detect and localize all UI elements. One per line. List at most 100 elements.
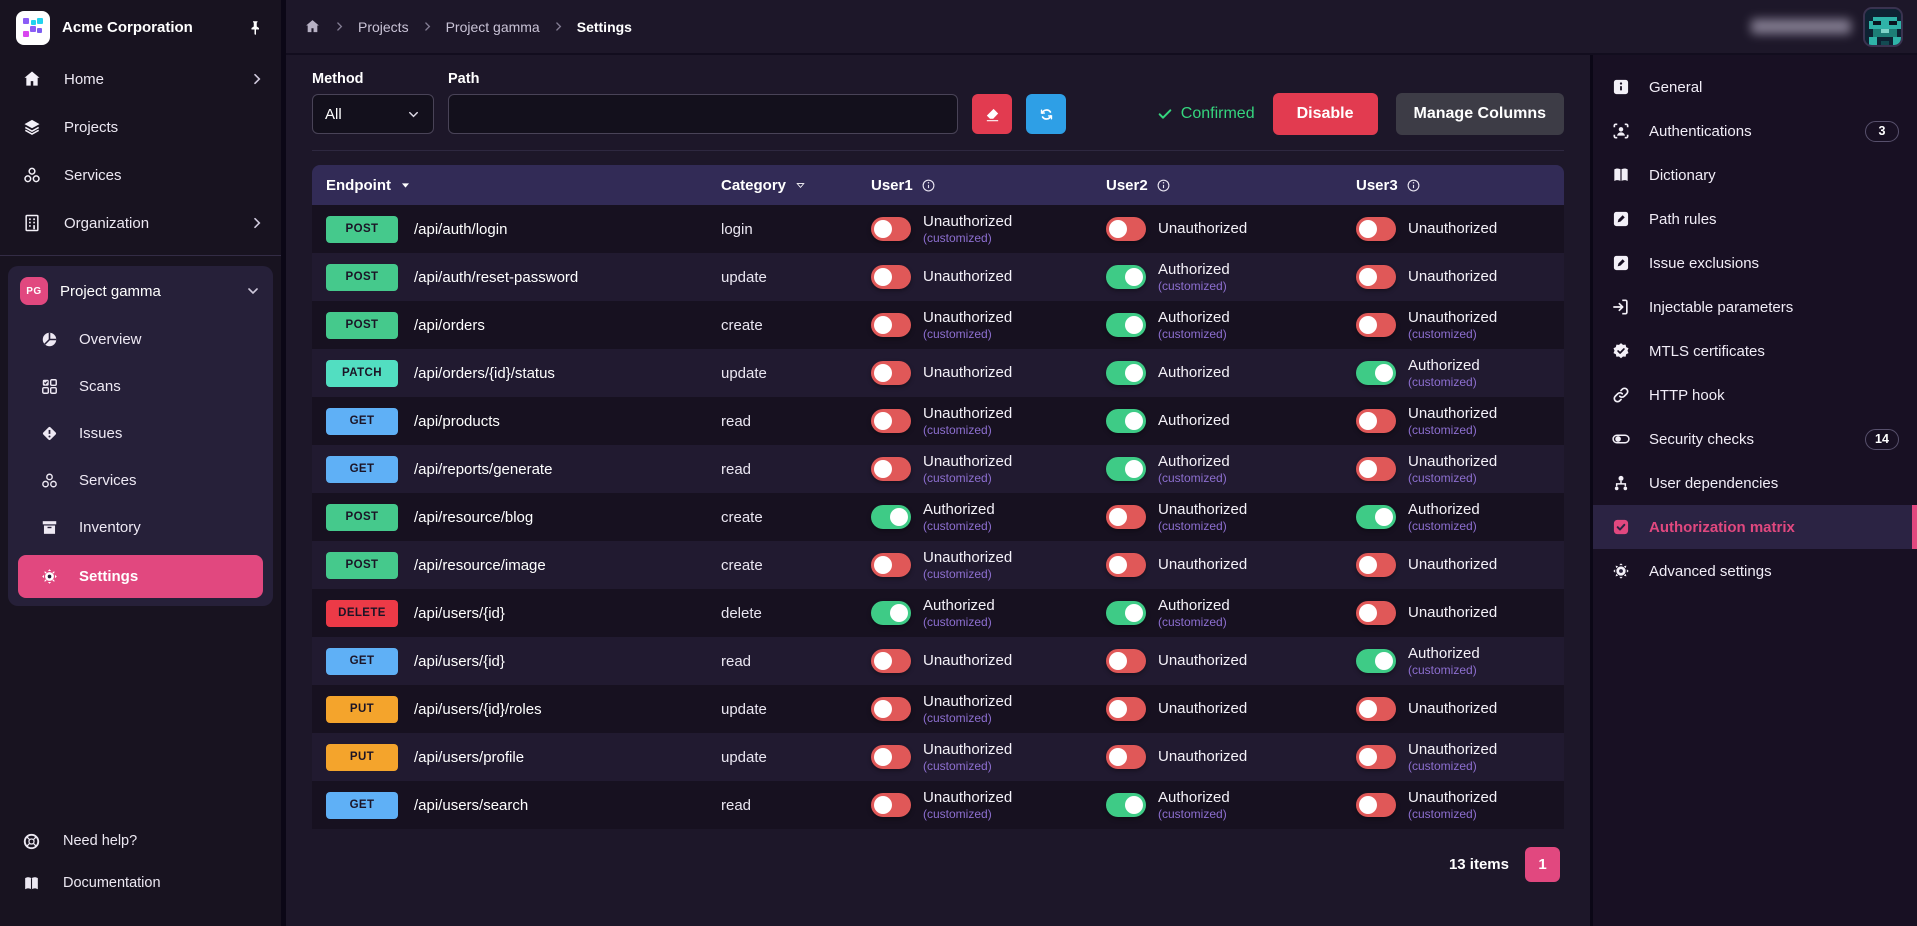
manage-columns-button[interactable]: Manage Columns bbox=[1395, 93, 1564, 135]
column-header-endpoint: Endpoint bbox=[312, 177, 707, 194]
clear-filters-button[interactable] bbox=[972, 94, 1012, 134]
cluster-icon bbox=[40, 471, 59, 490]
authorization-toggle[interactable] bbox=[871, 312, 911, 337]
settings-tab-injectable-parameters[interactable]: Injectable parameters bbox=[1593, 285, 1917, 329]
project-item-services[interactable]: Services bbox=[18, 457, 263, 504]
user2-cell: Authorized (customized) bbox=[1092, 453, 1342, 485]
authorization-toggle[interactable] bbox=[1356, 408, 1396, 433]
authorization-toggle[interactable] bbox=[1106, 456, 1146, 481]
settings-tab-authentications[interactable]: Authentications 3 bbox=[1593, 109, 1917, 153]
authorization-toggle[interactable] bbox=[871, 744, 911, 769]
authorization-toggle[interactable] bbox=[1356, 265, 1396, 289]
user3-cell: Unauthorized (customized) bbox=[1342, 309, 1564, 341]
id-person-icon bbox=[1611, 121, 1631, 141]
authorization-toggle[interactable] bbox=[871, 649, 911, 673]
sidebar-item-organization[interactable]: Organization bbox=[0, 199, 281, 247]
project-header[interactable]: PG Project gamma bbox=[8, 266, 273, 316]
customized-note: (customized) bbox=[923, 806, 992, 821]
project-item-scans[interactable]: Scans bbox=[18, 363, 263, 410]
project-item-overview[interactable]: Overview bbox=[18, 316, 263, 363]
authorization-toggle[interactable] bbox=[871, 216, 911, 241]
authorization-toggle[interactable] bbox=[1356, 792, 1396, 817]
project-item-issues[interactable]: Issues bbox=[18, 410, 263, 457]
sidebar-footer-documentation[interactable]: Documentation bbox=[0, 862, 281, 904]
authorization-label: Authorized (customized) bbox=[1158, 261, 1230, 293]
settings-tab-issue-exclusions[interactable]: Issue exclusions bbox=[1593, 241, 1917, 285]
authorization-toggle[interactable] bbox=[871, 696, 911, 721]
sidebar-item-projects[interactable]: Projects bbox=[0, 103, 281, 151]
authorization-toggle[interactable] bbox=[1356, 601, 1396, 625]
user3-cell: Unauthorized bbox=[1342, 265, 1564, 289]
authorization-label: Unauthorized (customized) bbox=[923, 213, 1012, 245]
settings-tab-user-dependencies[interactable]: User dependencies bbox=[1593, 461, 1917, 505]
authorization-toggle[interactable] bbox=[871, 361, 911, 385]
customized-note: (customized) bbox=[923, 566, 992, 581]
authorization-toggle[interactable] bbox=[1106, 553, 1146, 577]
authorization-toggle[interactable] bbox=[1356, 504, 1396, 529]
sidebar-item-services[interactable]: Services bbox=[0, 151, 281, 199]
sidebar-item-home[interactable]: Home bbox=[0, 55, 281, 103]
settings-sidebar: General Authentications 3 Dictionary Path ru… bbox=[1590, 55, 1917, 926]
authorization-toggle[interactable] bbox=[1106, 745, 1146, 769]
endpoint-cell: PUT/api/users/profile bbox=[312, 743, 707, 771]
authorization-toggle[interactable] bbox=[1356, 360, 1396, 385]
path-filter-input[interactable] bbox=[448, 94, 958, 134]
project-item-settings[interactable]: Settings bbox=[18, 555, 263, 598]
badge-check-icon bbox=[1611, 341, 1631, 361]
book-filled-icon bbox=[1611, 165, 1631, 185]
authorization-toggle[interactable] bbox=[871, 456, 911, 481]
authorization-toggle[interactable] bbox=[1106, 697, 1146, 721]
settings-tab-dictionary[interactable]: Dictionary bbox=[1593, 153, 1917, 197]
user3-cell: Authorized (customized) bbox=[1342, 645, 1564, 677]
authorization-toggle[interactable] bbox=[1356, 312, 1396, 337]
authorization-toggle[interactable] bbox=[1106, 361, 1146, 385]
endpoint-path: /api/users/profile bbox=[414, 748, 525, 766]
settings-tab-authorization-matrix[interactable]: Authorization matrix bbox=[1593, 505, 1917, 549]
project-item-inventory[interactable]: Inventory bbox=[18, 504, 263, 551]
main-content: Method All Path bbox=[286, 55, 1590, 926]
authorization-toggle[interactable] bbox=[1106, 600, 1146, 625]
authorization-toggle[interactable] bbox=[1106, 649, 1146, 673]
authorization-toggle[interactable] bbox=[1356, 456, 1396, 481]
pin-icon[interactable] bbox=[247, 19, 265, 37]
authorization-toggle[interactable] bbox=[1106, 312, 1146, 337]
authorization-toggle[interactable] bbox=[1106, 504, 1146, 529]
settings-tab-general[interactable]: General bbox=[1593, 65, 1917, 109]
refresh-icon bbox=[1038, 106, 1055, 123]
authorization-toggle[interactable] bbox=[871, 600, 911, 625]
authorization-status: Unauthorized bbox=[1158, 500, 1248, 518]
authorization-toggle[interactable] bbox=[1356, 697, 1396, 721]
authorization-toggle[interactable] bbox=[1106, 792, 1146, 817]
authorization-label: Unauthorized bbox=[1408, 556, 1497, 574]
authorization-toggle[interactable] bbox=[1356, 217, 1396, 241]
authorization-toggle[interactable] bbox=[871, 408, 911, 433]
settings-tab-path-rules[interactable]: Path rules bbox=[1593, 197, 1917, 241]
authorization-toggle[interactable] bbox=[1106, 217, 1146, 241]
settings-tab-security-checks[interactable]: Security checks 14 bbox=[1593, 417, 1917, 461]
user2-cell: Authorized (customized) bbox=[1092, 309, 1342, 341]
disable-button[interactable]: Disable bbox=[1272, 93, 1378, 135]
authorization-toggle[interactable] bbox=[1106, 264, 1146, 289]
settings-tab-mtls-certificates[interactable]: MTLS certificates bbox=[1593, 329, 1917, 373]
confirmed-status[interactable]: Confirmed bbox=[1157, 105, 1255, 123]
breadcrumb-item-settings: Settings bbox=[576, 18, 632, 35]
authorization-toggle[interactable] bbox=[871, 792, 911, 817]
authorization-toggle[interactable] bbox=[1356, 553, 1396, 577]
breadcrumb-item-project-gamma[interactable]: Project gamma bbox=[445, 18, 540, 35]
page-1-button[interactable]: 1 bbox=[1525, 847, 1560, 882]
diamond-alert-icon bbox=[40, 424, 59, 443]
customized-note: (customized) bbox=[1408, 326, 1477, 341]
settings-tab-http-hook[interactable]: HTTP hook bbox=[1593, 373, 1917, 417]
authorization-toggle[interactable] bbox=[1106, 409, 1146, 433]
authorization-toggle[interactable] bbox=[1356, 648, 1396, 673]
refresh-button[interactable] bbox=[1026, 94, 1066, 134]
avatar[interactable] bbox=[1863, 6, 1903, 47]
authorization-toggle[interactable] bbox=[871, 504, 911, 529]
settings-tab-advanced-settings[interactable]: Advanced settings bbox=[1593, 549, 1917, 593]
method-filter-select[interactable]: All bbox=[312, 94, 434, 134]
authorization-toggle[interactable] bbox=[871, 552, 911, 577]
authorization-toggle[interactable] bbox=[1356, 744, 1396, 769]
sidebar-footer-need-help[interactable]: Need help? bbox=[0, 820, 281, 862]
authorization-toggle[interactable] bbox=[871, 265, 911, 289]
breadcrumb-item-projects[interactable]: Projects bbox=[358, 18, 409, 35]
